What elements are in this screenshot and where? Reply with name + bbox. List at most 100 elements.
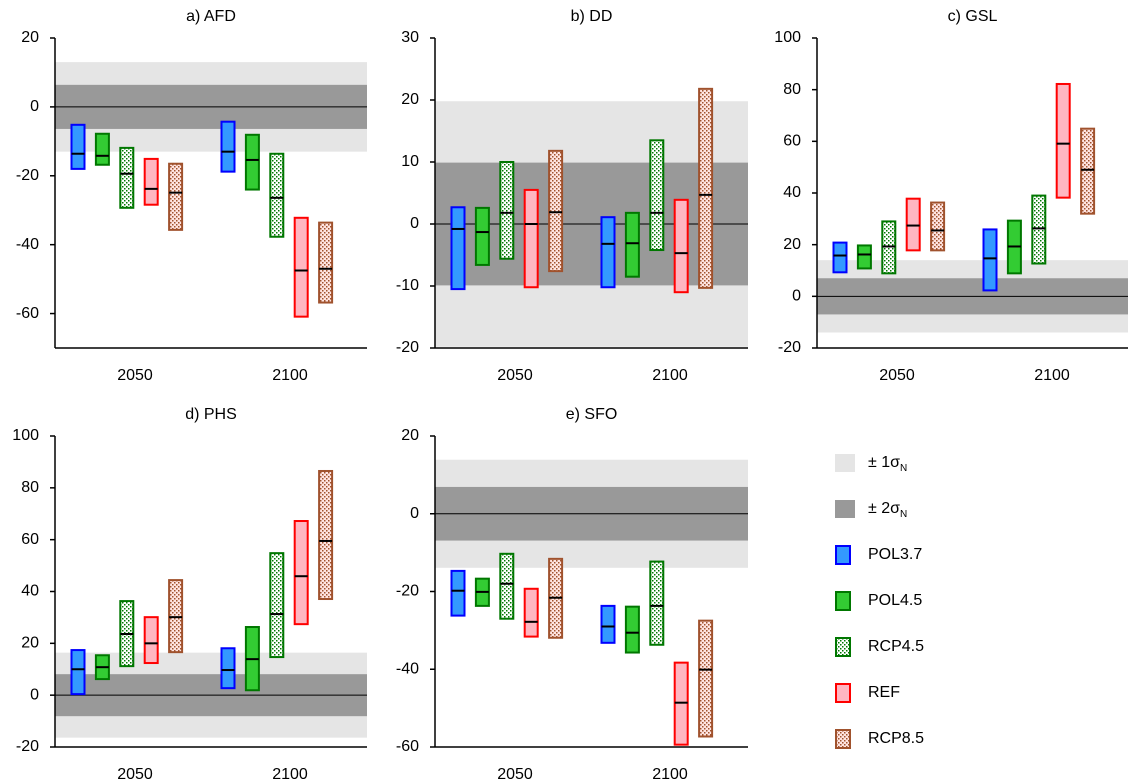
panel-title: b) DD — [571, 8, 613, 25]
legend-swatch — [835, 454, 855, 472]
range-bar — [94, 132, 110, 166]
y-tick-label: 100 — [774, 29, 801, 46]
y-tick-label: -40 — [396, 660, 419, 677]
y-tick-label: 40 — [21, 583, 39, 600]
panel-title: d) PHS — [185, 406, 237, 423]
y-tick-label: 0 — [410, 215, 419, 232]
y-tick-label: 20 — [401, 427, 419, 444]
range-bar — [930, 201, 946, 252]
panel-title: e) SFO — [566, 406, 618, 423]
legend-text: ± 2σ — [868, 500, 900, 517]
range-bar — [499, 161, 515, 260]
y-tick-label: -20 — [396, 339, 419, 356]
legend-label: REF — [868, 684, 900, 701]
x-tick-label: 2100 — [272, 367, 308, 384]
range-bar — [119, 146, 135, 209]
range-bar — [624, 605, 640, 654]
legend-label: ± 1σN — [868, 454, 907, 473]
range-bar — [1055, 82, 1071, 199]
legend-label: POL4.5 — [868, 592, 922, 609]
range-bar — [293, 520, 309, 626]
range-bar — [698, 87, 714, 289]
legend-label: RCP4.5 — [868, 638, 924, 655]
y-tick-label: 30 — [401, 29, 419, 46]
range-bar — [982, 228, 998, 292]
x-tick-label: 2100 — [1034, 367, 1070, 384]
range-bar — [450, 569, 466, 617]
x-tick-label: 2050 — [879, 367, 915, 384]
range-bar — [523, 188, 539, 289]
range-bar — [220, 647, 236, 690]
x-tick-label: 2050 — [117, 367, 153, 384]
y-tick-label: 20 — [401, 91, 419, 108]
y-tick-label: 80 — [21, 479, 39, 496]
legend-subscript: N — [900, 463, 907, 474]
range-bar — [168, 579, 184, 654]
y-tick-label: 60 — [783, 133, 801, 150]
y-tick-label: 80 — [783, 81, 801, 98]
panel-title: a) AFD — [186, 8, 236, 25]
y-tick-label: -20 — [16, 738, 39, 755]
range-bar — [244, 133, 260, 191]
legend-swatch — [835, 545, 851, 565]
range-bar — [649, 139, 665, 252]
legend-swatch — [835, 637, 851, 657]
y-tick-label: 0 — [792, 288, 801, 305]
y-tick-label: 0 — [30, 686, 39, 703]
y-tick-label: 100 — [12, 427, 39, 444]
legend-swatch — [835, 729, 851, 749]
range-bar — [168, 162, 184, 231]
y-tick-label: -20 — [396, 583, 419, 600]
y-tick-label: 20 — [21, 29, 39, 46]
y-tick-label: 20 — [783, 236, 801, 253]
panel-title: c) GSL — [948, 8, 998, 25]
range-bar — [318, 221, 334, 304]
y-tick-label: 0 — [30, 98, 39, 115]
legend-swatch — [835, 500, 855, 518]
range-bar — [474, 206, 490, 266]
y-tick-label: -10 — [396, 277, 419, 294]
y-tick-label: 20 — [21, 635, 39, 652]
y-tick-label: 10 — [401, 153, 419, 170]
range-bar — [523, 587, 539, 638]
range-bar — [698, 619, 714, 738]
range-bar — [450, 206, 466, 291]
range-bar — [1031, 194, 1047, 265]
x-tick-label: 2050 — [497, 766, 533, 782]
range-bar — [600, 216, 616, 289]
legend-swatch — [835, 683, 851, 703]
x-tick-label: 2100 — [652, 367, 688, 384]
legend-label: POL3.7 — [868, 546, 922, 563]
range-bar — [673, 198, 689, 294]
range-bar — [220, 120, 236, 173]
y-tick-label: -60 — [396, 738, 419, 755]
range-bar — [624, 211, 640, 278]
legend-swatch — [835, 591, 851, 611]
range-bar — [143, 616, 159, 665]
range-bar — [70, 649, 86, 696]
range-bar — [856, 244, 872, 270]
range-bar — [905, 197, 921, 252]
x-tick-label: 2100 — [652, 766, 688, 782]
y-tick-label: -20 — [16, 167, 39, 184]
range-bar — [600, 604, 616, 644]
range-bar — [318, 469, 334, 601]
range-bar — [1080, 127, 1096, 215]
legend-text: ± 1σ — [868, 454, 900, 471]
legend-label: RCP8.5 — [868, 730, 924, 747]
legend-subscript: N — [900, 509, 907, 520]
range-bar — [269, 552, 285, 659]
range-bar — [143, 157, 159, 206]
y-tick-label: 40 — [783, 184, 801, 201]
range-bar — [70, 123, 86, 170]
range-bar — [548, 149, 564, 273]
legend-label: ± 2σN — [868, 500, 907, 519]
y-tick-label: -60 — [16, 305, 39, 322]
y-tick-label: -20 — [778, 339, 801, 356]
x-tick-label: 2100 — [272, 766, 308, 782]
y-tick-label: 60 — [21, 531, 39, 548]
y-tick-label: 0 — [410, 505, 419, 522]
range-bar — [499, 552, 515, 620]
